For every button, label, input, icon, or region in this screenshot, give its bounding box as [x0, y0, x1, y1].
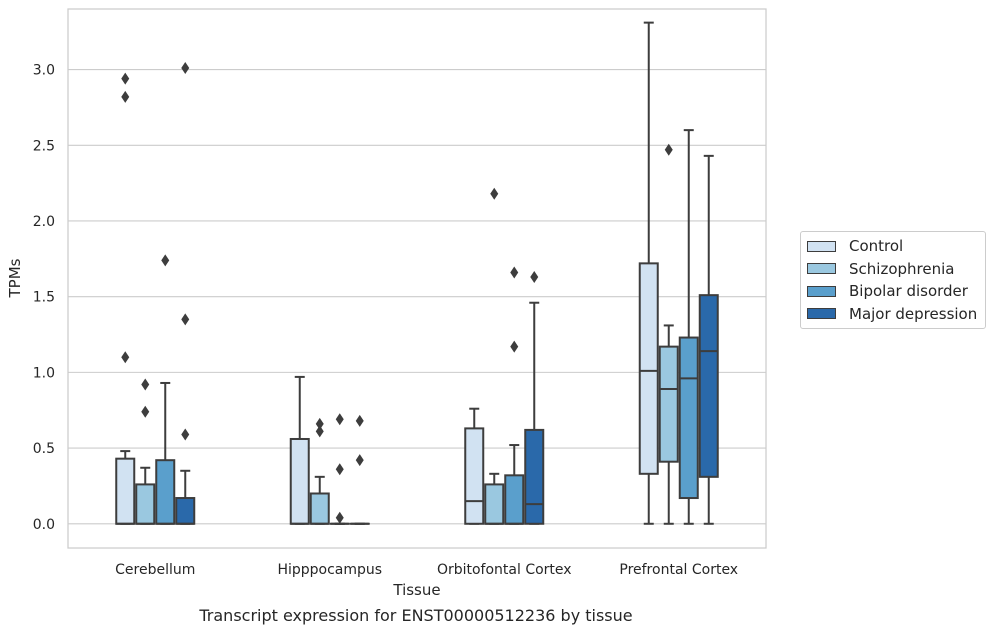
box-schizophrenia [135, 378, 156, 525]
outlier-point [335, 413, 344, 426]
boxes [115, 21, 719, 525]
box-control [289, 375, 310, 525]
x-tick-label: Prefrontal Cortex [619, 562, 738, 578]
outlier-point [530, 270, 539, 283]
outlier-point [315, 417, 324, 430]
box-iqr [175, 497, 196, 525]
legend-label: Major depression [849, 304, 978, 323]
legend: Control Schizophrenia Bipolar disorder Majo… [800, 231, 986, 329]
outlier-point [181, 428, 190, 441]
outlier-point [664, 143, 673, 156]
y-tick-label: 1.0 [33, 365, 55, 381]
box-schizophrenia [658, 143, 679, 525]
y-tick-label: 1.5 [33, 290, 55, 306]
box-control [115, 72, 136, 525]
y-tick-label: 3.0 [33, 63, 55, 79]
outlier-point [335, 511, 344, 524]
box-iqr [484, 483, 505, 525]
box-iqr [289, 437, 310, 525]
outlier-point [181, 62, 190, 75]
box-iqr [638, 262, 659, 475]
outlier-point [335, 463, 344, 476]
x-tick-label: Orbitofontal Cortex [437, 562, 572, 578]
box-iqr [115, 457, 136, 525]
legend-item: Bipolar disorder [801, 280, 985, 303]
legend-label: Schizophrenia [849, 259, 955, 278]
legend-item: Schizophrenia [801, 258, 985, 281]
outlier-point [121, 90, 130, 103]
legend-swatch [807, 240, 836, 252]
y-axis-label: TPMs [6, 258, 24, 298]
outlier-point [141, 405, 150, 418]
legend-swatch [807, 263, 836, 275]
box-major-depression [698, 154, 719, 525]
x-tick-label: Cerebellum [115, 562, 195, 578]
legend-swatch [807, 285, 836, 297]
outlier-point [181, 313, 190, 326]
box-control [638, 21, 659, 525]
box-iqr [135, 483, 156, 525]
box-major-depression [175, 62, 196, 525]
box-bipolar-disorder [504, 266, 525, 525]
box-schizophrenia [309, 417, 330, 525]
box-iqr [504, 474, 525, 525]
chart-caption: Transcript expression for ENST0000051223… [199, 606, 633, 625]
y-tick-label: 0.0 [33, 517, 55, 533]
outlier-point [510, 340, 519, 353]
legend-label: Bipolar disorder [849, 282, 968, 301]
box-iqr [698, 294, 719, 478]
outlier-point [121, 72, 130, 85]
box-iqr [464, 427, 485, 525]
outlier-point [315, 425, 324, 438]
legend-item: Major depression [801, 303, 985, 326]
outlier-point [141, 378, 150, 391]
box-iqr [309, 492, 330, 525]
y-tick-label: 0.5 [33, 441, 55, 457]
box-major-depression [524, 270, 545, 525]
outlier-point [161, 254, 170, 267]
legend-swatch [807, 308, 836, 320]
legend-label: Control [849, 237, 904, 256]
box-iqr [678, 336, 699, 500]
outlier-point [121, 351, 130, 364]
x-tick-label: Hipppocampus [277, 562, 382, 578]
outlier-point [355, 454, 364, 467]
box-iqr [658, 345, 679, 463]
y-tick-labels: 0.0 0.5 1.0 1.5 2.0 2.5 3.0 [33, 63, 55, 533]
box-control [464, 407, 485, 525]
box-major-depression [349, 414, 370, 525]
box-iqr [155, 459, 176, 525]
outlier-point [510, 266, 519, 279]
box-bipolar-disorder [678, 129, 699, 525]
outlier-point [355, 414, 364, 427]
y-tick-label: 2.0 [33, 214, 55, 230]
box-bipolar-disorder [329, 413, 350, 525]
x-axis-label: Tissue [392, 581, 440, 599]
box-schizophrenia [484, 187, 505, 525]
y-tick-label: 2.5 [33, 138, 55, 154]
outlier-point [490, 187, 499, 200]
legend-item: Control [801, 235, 985, 258]
box-bipolar-disorder [155, 254, 176, 525]
x-tick-labels: Cerebellum Hipppocampus Orbitofontal Corte… [115, 562, 738, 578]
box-iqr [524, 428, 545, 525]
